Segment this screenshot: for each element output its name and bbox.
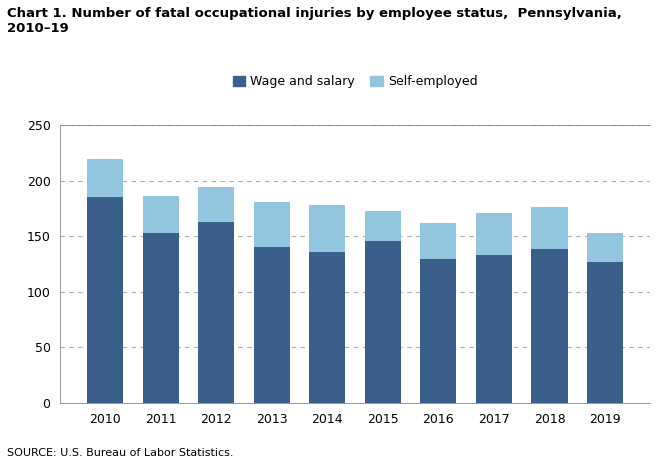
Bar bbox=[143, 233, 179, 403]
Bar bbox=[310, 205, 345, 252]
Legend: Wage and salary, Self-employed: Wage and salary, Self-employed bbox=[228, 70, 482, 93]
Bar bbox=[254, 202, 290, 247]
Bar bbox=[587, 233, 623, 262]
Bar bbox=[87, 159, 123, 197]
Bar bbox=[476, 213, 512, 255]
Bar bbox=[420, 223, 456, 259]
Bar bbox=[531, 207, 567, 250]
Text: Chart 1. Number of fatal occupational injuries by employee status,  Pennsylvania: Chart 1. Number of fatal occupational in… bbox=[7, 7, 622, 35]
Bar bbox=[365, 211, 401, 241]
Bar bbox=[310, 252, 345, 403]
Bar bbox=[143, 196, 179, 233]
Bar bbox=[365, 241, 401, 403]
Bar bbox=[87, 197, 123, 403]
Bar bbox=[198, 187, 234, 222]
Bar bbox=[587, 262, 623, 403]
Bar bbox=[254, 247, 290, 403]
Bar bbox=[531, 250, 567, 403]
Bar bbox=[420, 259, 456, 403]
Text: SOURCE: U.S. Bureau of Labor Statistics.: SOURCE: U.S. Bureau of Labor Statistics. bbox=[7, 448, 233, 458]
Bar bbox=[476, 255, 512, 403]
Bar bbox=[198, 222, 234, 403]
